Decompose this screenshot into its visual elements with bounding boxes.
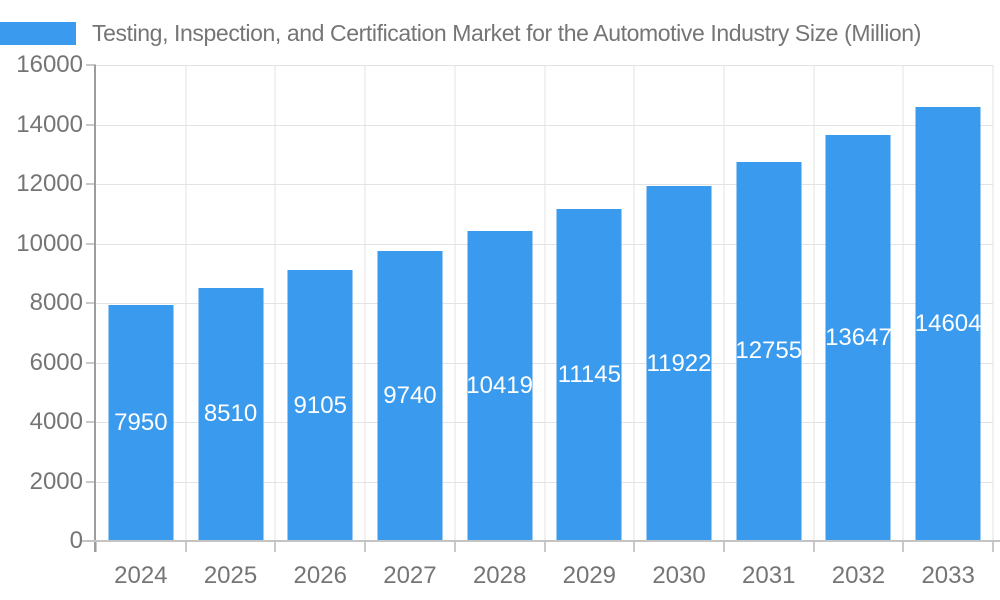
v-gridline — [992, 65, 994, 541]
category-column: 11922 2030 — [634, 65, 724, 589]
bar: 13647 — [825, 135, 892, 541]
x-axis-line — [82, 540, 1000, 542]
bar: 9740 — [377, 251, 443, 541]
x-tick-mark — [274, 541, 277, 552]
x-tick-mark — [184, 541, 187, 552]
x-tick-mark — [95, 541, 97, 552]
x-tick-mark — [992, 541, 994, 552]
category-column: 8510 2025 — [186, 65, 276, 589]
y-tick-mark — [86, 480, 96, 483]
chart-title: Testing, Inspection, and Certification M… — [92, 20, 921, 46]
bar: 8510 — [198, 287, 264, 541]
bar-value-label: 7950 — [114, 408, 168, 436]
bar: 9105 — [287, 270, 353, 541]
bar-value-label: 9105 — [293, 391, 347, 419]
y-tick-mark — [86, 64, 96, 66]
y-tick-mark — [86, 242, 96, 245]
y-tick-mark — [86, 123, 96, 126]
x-tick-mark — [633, 541, 636, 552]
bar-value-label: 10419 — [466, 372, 534, 400]
x-tick-label: 2031 — [742, 562, 796, 589]
bar-value-label: 11145 — [557, 361, 621, 389]
y-tick-label: 6000 — [29, 348, 83, 376]
bar-value-label: 14604 — [914, 309, 982, 337]
category-column: 7950 2024 — [96, 65, 186, 589]
y-tick-mark — [86, 302, 96, 304]
y-tick-label: 8000 — [29, 289, 83, 316]
bar-value-label: 12755 — [735, 337, 803, 365]
v-gridline — [185, 65, 187, 541]
bar-value-label: 8510 — [203, 400, 258, 428]
v-gridline — [813, 65, 815, 541]
v-gridline — [633, 65, 635, 541]
category-column: 9105 2026 — [275, 65, 365, 589]
x-tick-label: 2026 — [293, 562, 347, 589]
y-tick-mark — [86, 361, 96, 364]
x-tick-label: 2033 — [921, 562, 975, 589]
x-tick-mark — [902, 541, 905, 552]
legend-swatch — [0, 22, 76, 45]
y-tick-label: 2000 — [29, 467, 83, 495]
bar: 10419 — [466, 231, 534, 541]
bar: 11145 — [556, 209, 622, 541]
bar-value-label: 11922 — [646, 349, 712, 377]
x-tick-mark — [364, 541, 367, 552]
y-tick-label: 16000 — [16, 51, 83, 78]
bar: 7950 — [108, 304, 174, 541]
legend: Testing, Inspection, and Certification M… — [0, 22, 921, 45]
y-tick-mark — [86, 421, 96, 423]
category-column: 9740 2027 — [365, 65, 455, 589]
x-tick-mark — [543, 541, 546, 552]
category-column: 13647 2032 — [814, 65, 904, 589]
y-axis-line — [94, 65, 96, 552]
category-column: 10419 2028 — [455, 65, 545, 589]
bar-value-label: 13647 — [825, 324, 892, 351]
y-tick-label: 10000 — [16, 229, 83, 257]
x-tick-label: 2032 — [831, 562, 886, 589]
y-tick-label: 0 — [69, 527, 83, 554]
bar: 14604 — [914, 106, 982, 541]
x-tick-label: 2025 — [203, 562, 258, 589]
x-tick-mark — [722, 541, 725, 552]
x-tick-mark — [812, 541, 815, 552]
y-tick-label: 12000 — [16, 170, 83, 197]
v-gridline — [274, 65, 276, 541]
y-tick-label: 4000 — [29, 408, 83, 435]
x-tick-label: 2028 — [472, 562, 527, 589]
y-tick-mark — [86, 183, 96, 185]
x-tick-label: 2024 — [114, 562, 168, 589]
category-column: 11145 2029 — [545, 65, 635, 589]
x-tick-label: 2027 — [383, 562, 437, 589]
bar: 12755 — [735, 161, 803, 541]
v-gridline — [723, 65, 725, 541]
v-gridline — [364, 65, 366, 541]
bar: 11922 — [646, 186, 712, 541]
v-gridline — [902, 65, 904, 541]
x-tick-mark — [453, 541, 456, 552]
v-gridline — [544, 65, 545, 541]
plot-area: 0 2000 4000 6000 8000 10000 12000 14000 16000 795… — [16, 51, 1000, 589]
x-tick-label: 2030 — [652, 562, 706, 589]
category-column: 14604 2033 — [903, 65, 993, 589]
category-column: 12755 2031 — [724, 65, 814, 589]
x-tick-label: 2029 — [562, 562, 617, 589]
bar-value-label: 9740 — [383, 382, 437, 410]
v-gridline — [454, 65, 456, 541]
y-tick-label: 14000 — [16, 110, 83, 138]
